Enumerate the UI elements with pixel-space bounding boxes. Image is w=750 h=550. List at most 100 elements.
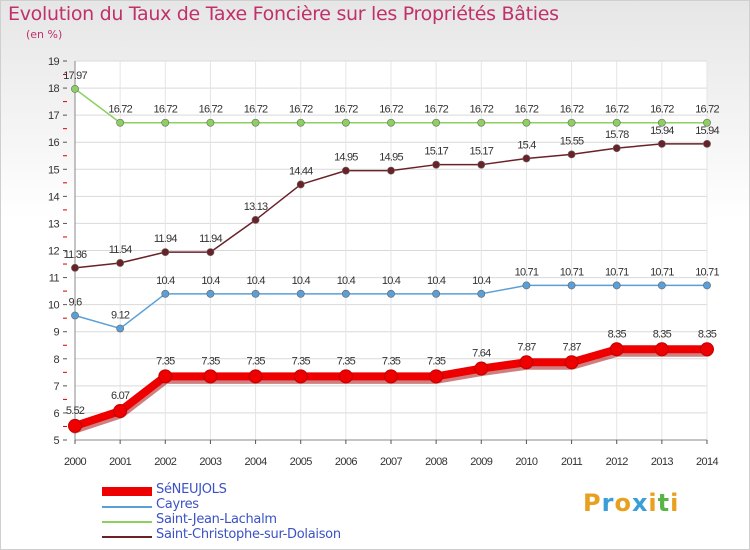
data-point (567, 150, 576, 159)
data-label: 16.72 (199, 104, 223, 116)
y-tick-label: 17 (48, 110, 60, 122)
data-point (432, 289, 441, 298)
y-tick-label: 12 (48, 246, 60, 258)
data-label: 10.71 (515, 266, 539, 278)
data-label: 16.72 (108, 104, 132, 116)
data-label: 7.35 (337, 355, 356, 367)
x-tick-label: 2011 (561, 456, 583, 468)
data-label: 10.4 (472, 275, 491, 287)
data-point (71, 84, 79, 93)
data-point (522, 118, 531, 127)
legend-swatch (102, 487, 152, 496)
logo-letter: i (648, 489, 658, 517)
data-label: 16.72 (244, 104, 268, 116)
data-point (477, 289, 486, 298)
y-tick-label: 19 (48, 56, 60, 68)
data-point (341, 289, 350, 298)
x-tick-label: 2012 (606, 456, 629, 468)
y-tick-label: 11 (49, 273, 60, 285)
x-tick-label: 2003 (199, 456, 222, 468)
data-point (477, 118, 486, 127)
data-label: 15.17 (424, 146, 448, 158)
data-label: 8.35 (653, 328, 672, 340)
data-label: 7.35 (427, 355, 446, 367)
y-tick-label: 13 (48, 218, 60, 230)
data-point (296, 180, 305, 189)
data-point (657, 139, 666, 148)
data-point (564, 355, 579, 370)
proxiti-logo: Proxiti (583, 489, 679, 517)
y-tick-label: 10 (48, 300, 60, 312)
data-point (293, 369, 308, 384)
data-label: 14.95 (334, 152, 358, 164)
x-tick-label: 2013 (651, 456, 674, 468)
data-label: 16.72 (695, 104, 719, 116)
legend-swatch (102, 521, 152, 523)
data-point (71, 311, 79, 320)
x-tick-label: 2002 (154, 456, 177, 468)
data-point (703, 281, 711, 290)
data-label: 5.52 (66, 405, 85, 417)
data-point (700, 342, 714, 357)
logo-letter: P (583, 489, 602, 517)
data-label: 16.72 (424, 104, 448, 116)
x-tick-label: 2014 (696, 456, 719, 468)
data-label: 11.54 (109, 244, 132, 256)
data-point (657, 281, 666, 290)
y-tick-label: 16 (48, 137, 60, 149)
data-label: 16.72 (154, 104, 178, 116)
data-label: 9.6 (69, 296, 83, 308)
data-point (474, 361, 489, 376)
data-point (703, 118, 711, 127)
data-point (477, 160, 486, 169)
data-label: 9.12 (111, 309, 130, 321)
data-label: 10.4 (156, 275, 175, 287)
data-label: 16.72 (605, 104, 629, 116)
data-point (522, 154, 531, 163)
data-point (206, 248, 215, 257)
data-label: 13.13 (244, 201, 268, 213)
x-tick-label: 2010 (515, 456, 538, 468)
data-label: 10.4 (427, 275, 446, 287)
data-point (296, 118, 305, 127)
data-label: 15.4 (517, 139, 536, 151)
y-tick-label: 18 (48, 83, 60, 95)
data-label: 7.35 (292, 355, 311, 367)
data-label: 7.35 (246, 355, 265, 367)
data-point (567, 281, 576, 290)
data-point (341, 166, 350, 175)
x-tick-label: 2008 (425, 456, 448, 468)
logo-letter: x (631, 489, 649, 517)
y-tick-label: 14 (48, 191, 60, 203)
legend-label: Saint-Christophe-sur-Dolaison (156, 527, 341, 542)
data-label: 11.94 (154, 233, 177, 245)
data-point (248, 369, 263, 384)
data-label: 17.97 (63, 70, 87, 82)
data-label: 7.35 (382, 355, 401, 367)
data-point (703, 139, 711, 148)
data-label: 8.35 (698, 328, 717, 340)
data-label: 10.71 (695, 266, 719, 278)
data-label: 15.78 (605, 129, 629, 141)
x-tick-label: 2001 (109, 456, 132, 468)
data-label: 10.71 (650, 266, 674, 278)
data-label: 11.36 (64, 249, 87, 261)
logo-letter: o (614, 489, 632, 517)
logo-letter: t (657, 489, 671, 517)
chart-title: Evolution du Taux de Taxe Foncière sur l… (8, 3, 559, 25)
data-label: 7.35 (201, 355, 220, 367)
logo-letter: i (670, 489, 680, 517)
data-point (341, 118, 350, 127)
data-label: 16.72 (650, 104, 674, 116)
x-tick-label: 2007 (380, 456, 403, 468)
data-point (432, 160, 441, 169)
data-label: 8.35 (608, 328, 627, 340)
y-tick-label: 15 (48, 164, 60, 176)
data-point (567, 118, 576, 127)
data-label: 16.72 (379, 104, 403, 116)
data-point (296, 289, 305, 298)
y-tick-label: 6 (53, 408, 59, 420)
data-point (116, 259, 125, 267)
data-point (519, 355, 534, 370)
data-label: 16.72 (515, 104, 539, 116)
